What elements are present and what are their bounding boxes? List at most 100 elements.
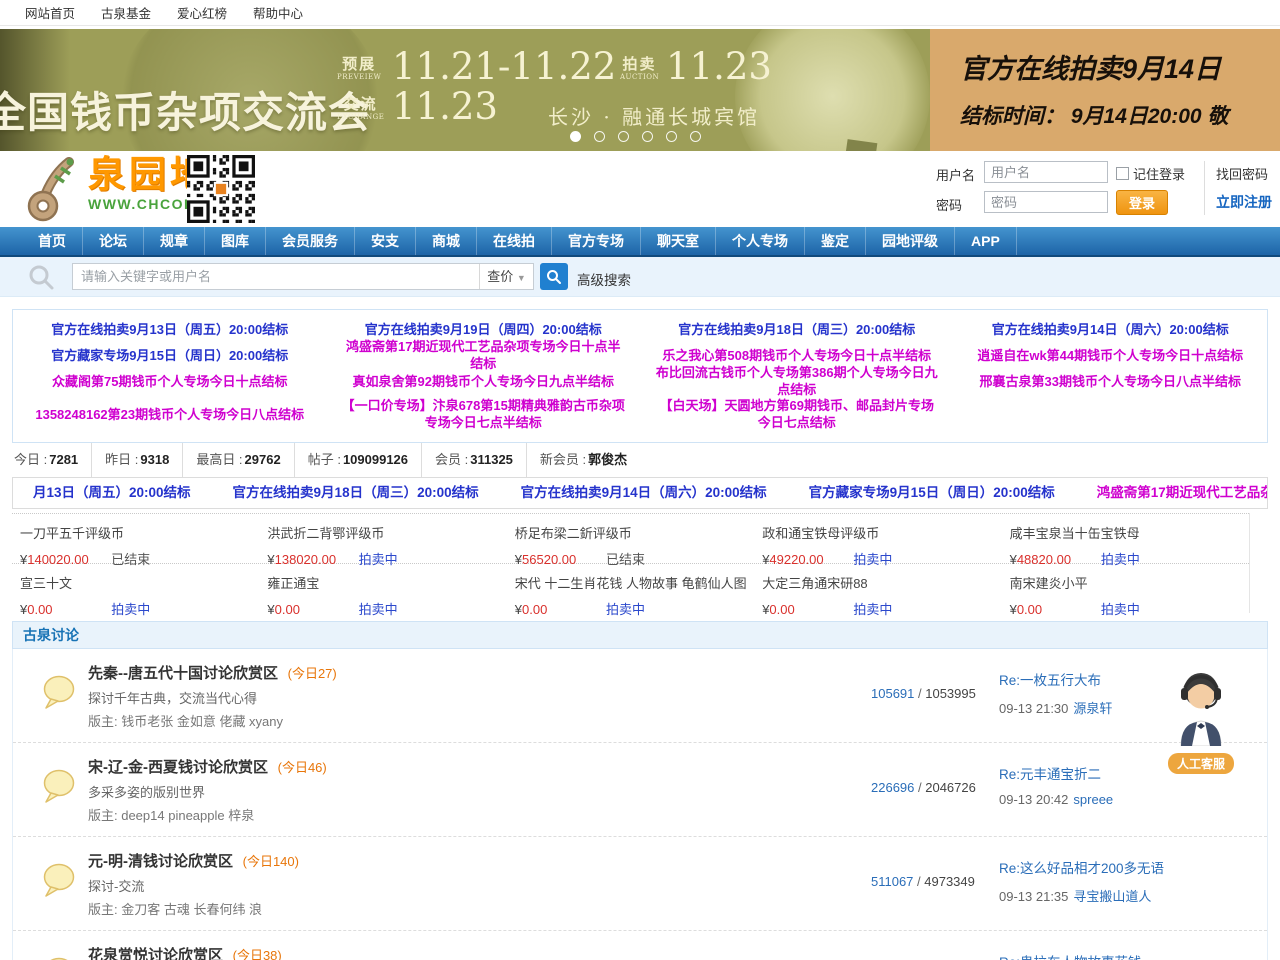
currency-symbol: ¥ <box>267 602 275 617</box>
currency-symbol: ¥ <box>762 552 770 567</box>
promo-banner-carousel[interactable]: 全国钱币杂项交流会 预展 PREVEIEW 11.21-11.22 拍卖 AUC… <box>0 29 1280 151</box>
nav-item-在线拍[interactable]: 在线拍 <box>477 227 552 255</box>
username-label: 用户名 <box>936 168 976 183</box>
ticker-link[interactable]: 官方藏家专场9月15日（周日）20:00结标 <box>808 485 1055 500</box>
product-listing[interactable]: 桥足布梁二釿评级币 ¥56520.00 已结束 <box>507 523 754 568</box>
nav-item-安支[interactable]: 安支 <box>355 227 416 255</box>
advanced-search-link[interactable]: 高级搜索 <box>577 273 631 288</box>
checkbox-icon[interactable] <box>1116 167 1129 180</box>
customer-service-badge[interactable]: 人工客服 <box>1168 753 1235 774</box>
forum-title-link[interactable]: 花泉赏悦讨论欣赏区 <box>88 947 224 960</box>
stat-item: 帖子 :109099126 <box>295 443 423 477</box>
last-post-user[interactable]: spreee <box>1073 792 1114 807</box>
nav-item-APP[interactable]: APP <box>955 227 1017 255</box>
forum-today-count: (今日38) <box>229 948 282 960</box>
remember-login-checkbox[interactable]: 记住登录 <box>1116 164 1185 183</box>
product-listing[interactable]: 宋代 十二生肖花钱 人物故事 龟鹤仙人图 ¥0.00 拍卖中 <box>507 573 754 618</box>
ticker-link[interactable]: 官方在线拍卖9月14日（周六）20:00结标 <box>520 485 767 500</box>
last-post-link[interactable]: Re:一枚五行大布 <box>999 673 1102 688</box>
announcement-link[interactable]: 官方藏家专场9月15日（周日）20:00结标 <box>51 347 289 363</box>
announcement-link[interactable]: 鸿盛斋第17期近现代工艺品杂项专场今日十点半结标 <box>346 339 621 371</box>
forum-post-count: 1053995 <box>925 686 976 701</box>
main-nav: 首页 论坛 规章 图库 会员服务 安支 商城 在线拍 官方专场 聊天室 个人专场 鉴定 园地评级 APP <box>0 227 1280 257</box>
stat-item: 会员 :311325 <box>422 443 527 477</box>
carousel-dot[interactable] <box>594 131 605 142</box>
password-input[interactable] <box>984 191 1108 213</box>
search-button[interactable] <box>540 263 568 290</box>
product-status: 已结束 <box>111 552 151 567</box>
product-price-line: ¥56520.00 已结束 <box>515 549 754 568</box>
carousel-dot[interactable] <box>618 131 629 142</box>
product-listing[interactable]: 宣三十文 ¥0.00 拍卖中 <box>12 573 259 618</box>
carousel-dot[interactable] <box>570 131 581 142</box>
product-listing[interactable]: 大定三角通宋研88 ¥0.00 拍卖中 <box>754 573 1001 618</box>
search-input[interactable] <box>73 264 479 289</box>
forum-title-link[interactable]: 宋-辽-金-西夏钱讨论欣赏区 <box>88 759 268 776</box>
nav-item-鉴定[interactable]: 鉴定 <box>805 227 866 255</box>
announcement-link[interactable]: 众藏阁第75期钱币个人专场今日十点结标 <box>52 373 288 389</box>
forgot-password-link[interactable]: 找回密码 <box>1216 167 1269 182</box>
topbar-link[interactable]: 网站首页 <box>25 7 76 21</box>
last-post-link[interactable]: Re:这么好品相才200多无语 <box>999 861 1165 876</box>
last-post-link[interactable]: Re:元丰通宝折二 <box>999 767 1102 782</box>
topbar-link[interactable]: 古泉基金 <box>101 7 152 21</box>
ticker-link[interactable]: 鸿盛斋第17期近现代工艺品杂项专场今日十点半结标 <box>1096 485 1267 500</box>
announcement-link[interactable]: 1358248162第23期钱币个人专场今日八点结标 <box>35 406 305 422</box>
username-input[interactable] <box>984 161 1108 183</box>
product-listing[interactable]: 一刀平五千评级币 ¥140020.00 已结束 <box>12 523 259 568</box>
announcement-link[interactable]: 官方在线拍卖9月14日（周六）20:00结标 <box>991 321 1229 337</box>
announcement-link[interactable]: 逍遥自在wk第44期钱币个人专场今日十点结标 <box>977 347 1244 363</box>
carousel-dot[interactable] <box>642 131 653 142</box>
product-listing[interactable]: 咸丰宝泉当十缶宝铁母 ¥48820.00 拍卖中 <box>1002 523 1249 568</box>
product-price: 49220.00 <box>769 552 824 567</box>
carousel-dot[interactable] <box>690 131 701 142</box>
announcement-column: 官方在线拍卖9月18日（周三）20:00结标 乐之我心第508期钱币个人专场今日十… <box>640 316 954 434</box>
login-button[interactable]: 登录 <box>1116 190 1168 215</box>
product-listing[interactable]: 洪武折二背鄂评级币 ¥138020.00 拍卖中 <box>259 523 506 568</box>
banner-auction-panel[interactable]: 官方在线拍卖9月14日 结标时间： 9月14日20:00 敬 <box>930 29 1280 151</box>
product-listing[interactable]: 南宋建炎小平 ¥0.00 拍卖中 <box>1002 573 1249 618</box>
ticker-link[interactable]: 官方在线拍卖9月18日（周三）20:00结标 <box>232 485 479 500</box>
last-post-user[interactable]: 源泉轩 <box>1073 701 1113 716</box>
nav-item-论坛[interactable]: 论坛 <box>83 227 144 255</box>
product-status: 拍卖中 <box>358 552 398 567</box>
announcement-link[interactable]: 真如泉舍第92期钱币个人专场今日九点半结标 <box>352 373 614 389</box>
customer-service-widget[interactable]: 人工客服 <box>1168 666 1235 774</box>
nav-item-图库[interactable]: 图库 <box>205 227 266 255</box>
announcement-link[interactable]: 官方在线拍卖9月13日（周五）20:00结标 <box>51 321 289 337</box>
forum-title-link[interactable]: 先秦--唐五代十国讨论欣赏区 <box>88 665 278 682</box>
nav-item-聊天室[interactable]: 聊天室 <box>641 227 716 255</box>
ticker-link[interactable]: 月13日（周五）20:00结标 <box>33 485 191 500</box>
announcement-link[interactable]: 乐之我心第508期钱币个人专场今日十点半结标 <box>662 347 932 363</box>
product-listing[interactable]: 政和通宝铁母评级币 ¥49220.00 拍卖中 <box>754 523 1001 568</box>
last-post-time: 09-13 20:42 <box>999 792 1069 807</box>
auction-announcements: 官方在线拍卖9月13日（周五）20:00结标 官方藏家专场9月15日（周日）20:… <box>12 309 1268 443</box>
banner-slide[interactable]: 全国钱币杂项交流会 预展 PREVEIEW 11.21-11.22 拍卖 AUC… <box>0 29 930 151</box>
carousel-dot[interactable] <box>666 131 677 142</box>
announcement-link[interactable]: 【白天场】天圆地方第69期钱币、邮品封片专场今日七点结标 <box>659 398 934 430</box>
nav-item-会员服务[interactable]: 会员服务 <box>266 227 355 255</box>
nav-item-个人专场[interactable]: 个人专场 <box>716 227 805 255</box>
nav-item-官方专场[interactable]: 官方专场 <box>552 227 641 255</box>
nav-item-商城[interactable]: 商城 <box>416 227 477 255</box>
register-link[interactable]: 立即注册 <box>1216 194 1272 210</box>
topbar-link[interactable]: 帮助中心 <box>253 7 304 21</box>
forum-last-post: Re:鬼拉车人物故事花钱 <box>999 951 1142 960</box>
announcement-link[interactable]: 布比回流古钱币个人专场第386期个人专场今日九点结标 <box>655 365 938 397</box>
topbar-link[interactable]: 爱心红榜 <box>177 7 228 21</box>
banner-venue: 长沙 · 融通长城宾馆 <box>548 105 761 129</box>
nav-item-首页[interactable]: 首页 <box>22 227 83 255</box>
announcement-link[interactable]: 官方在线拍卖9月18日（周三）20:00结标 <box>678 321 916 337</box>
announcement-link[interactable]: 【一口价专场】汴泉678第15期精典雅韵古币杂项专场今日七点半结标 <box>341 398 625 430</box>
banner-shade-decor <box>0 29 70 151</box>
last-post-link[interactable]: Re:鬼拉车人物故事花钱 <box>999 951 1142 960</box>
announcement-link[interactable]: 邢襄古泉第33期钱币个人专场今日八点半结标 <box>979 373 1241 389</box>
currency-symbol: ¥ <box>20 602 28 617</box>
forum-title-link[interactable]: 元-明-清钱讨论欣赏区 <box>88 853 233 870</box>
nav-item-规章[interactable]: 规章 <box>144 227 205 255</box>
announcement-link[interactable]: 官方在线拍卖9月19日（周四）20:00结标 <box>364 321 602 337</box>
product-listing[interactable]: 雍正通宝 ¥0.00 拍卖中 <box>259 573 506 618</box>
price-check-dropdown[interactable]: 查价 ▼ <box>479 264 533 289</box>
last-post-user[interactable]: 寻宝搬山道人 <box>1073 889 1152 904</box>
nav-item-园地评级[interactable]: 园地评级 <box>866 227 955 255</box>
